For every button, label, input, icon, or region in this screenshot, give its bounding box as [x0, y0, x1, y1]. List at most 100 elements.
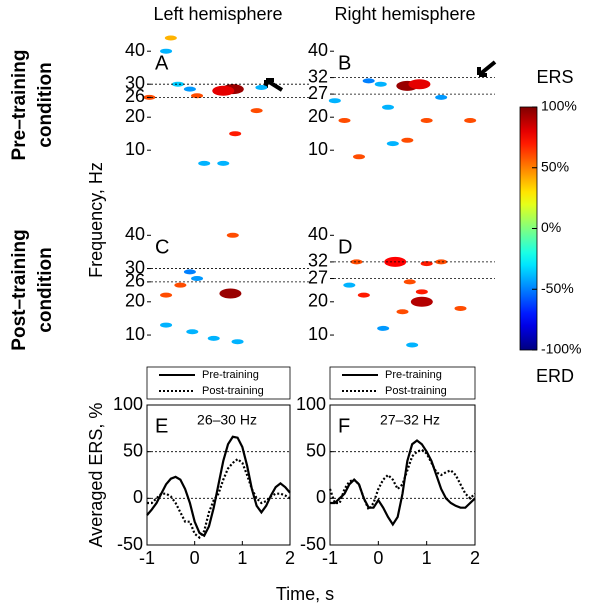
ers-blob [186, 329, 199, 335]
ers-blob [408, 79, 431, 90]
x-tick-label: 0 [373, 548, 383, 568]
ers-blob [401, 137, 414, 143]
ers-blob [396, 309, 409, 315]
ers-blob [198, 160, 211, 166]
row-label-line: condition [35, 247, 56, 332]
ers-blob [191, 276, 204, 282]
y-tick-label: 50 [123, 440, 143, 460]
colorbar-tick-label: 100% [541, 98, 577, 114]
ers-blob [219, 288, 242, 299]
row-label-line: Pre–training [9, 50, 30, 161]
y-tick-label: 10 [308, 324, 328, 344]
ers-blob [415, 289, 428, 295]
y-tick-label: 26 [125, 86, 145, 106]
ers-blob [250, 108, 263, 114]
panel-label: D [338, 236, 352, 258]
ers-blob [357, 292, 370, 298]
y-tick-label: 10 [125, 139, 145, 159]
ers-blob [406, 342, 419, 348]
colorbar-tick-label: 0% [541, 219, 561, 235]
y-tick-label: 0 [133, 487, 143, 507]
colorbar-top-label: ERS [536, 67, 573, 87]
ers-blob [160, 322, 173, 328]
y-tick-label: 100 [113, 394, 143, 414]
series-line [328, 448, 476, 512]
row-label-line: Post–training [9, 229, 30, 350]
ers-blob [410, 296, 433, 307]
y-tick-label: -50 [117, 534, 143, 554]
panel-label: B [338, 52, 351, 74]
legend [146, 366, 291, 400]
ers-blob [343, 282, 356, 288]
panel-label: F [338, 415, 350, 437]
colorbar-bottom-label: ERD [536, 366, 574, 386]
ers-blob [403, 279, 416, 285]
legend-label: Pre-training [202, 369, 259, 381]
panel-label: A [155, 52, 169, 74]
band-label: 27–32 Hz [380, 412, 440, 428]
ers-blob [377, 325, 390, 331]
y-tick-label: 20 [308, 291, 328, 311]
legend [329, 366, 476, 400]
legend-label: Post-training [385, 385, 447, 397]
y-tick-label: 40 [308, 40, 328, 60]
ers-blob [435, 94, 448, 100]
y-tick-label: 20 [308, 106, 328, 126]
y-tick-label: 30 [125, 257, 145, 277]
ers-blob [362, 78, 375, 84]
panel-label: E [155, 415, 168, 437]
y-axis-label: Averaged ERS, % [86, 403, 106, 548]
plot-frame [329, 404, 476, 546]
ers-blob [183, 269, 196, 275]
ers-blob [374, 81, 387, 87]
ers-blob [217, 160, 230, 166]
ers-blob [420, 261, 433, 267]
colorbar-tick-label: -50% [541, 280, 574, 296]
y-tick-label: 40 [125, 224, 145, 244]
row-label: Pre–training condition [9, 50, 56, 161]
y-tick-label: 0 [316, 487, 326, 507]
y-tick-label: 10 [125, 324, 145, 344]
ers-blob [353, 154, 365, 160]
ers-blob [171, 81, 184, 87]
ers-blob [454, 305, 467, 311]
ers-blob [174, 282, 187, 288]
column-title: Right hemisphere [334, 4, 475, 24]
ers-blob [386, 141, 399, 147]
y-tick-label: 40 [308, 224, 328, 244]
y-axis-label: Frequency, Hz [86, 162, 106, 278]
ers-blob [207, 335, 220, 341]
y-tick-label: 20 [125, 106, 145, 126]
ers-blob [160, 48, 173, 54]
ers-blob [328, 98, 341, 104]
ers-blob [212, 85, 235, 96]
ers-blob [255, 85, 268, 90]
y-tick-label: 26 [125, 271, 145, 291]
plot-frame [146, 404, 291, 546]
y-tick-label: 40 [125, 40, 145, 60]
arrow [264, 78, 284, 92]
ers-blob [160, 292, 173, 298]
y-tick-label: 50 [306, 440, 326, 460]
panel-label: C [155, 236, 169, 258]
row-label-line: condition [35, 62, 56, 147]
ers-blob [229, 131, 242, 137]
y-tick-label: 32 [308, 66, 328, 86]
ers-blob [420, 118, 433, 123]
y-tick-label: 100 [296, 394, 326, 414]
ers-blob [226, 232, 239, 238]
arrow [477, 60, 497, 77]
y-tick-label: 30 [125, 73, 145, 93]
y-tick-label: -50 [300, 534, 326, 554]
series-line [147, 457, 291, 540]
ers-blob [382, 104, 394, 110]
ers-blob [183, 86, 196, 92]
x-tick-label: -1 [322, 548, 338, 568]
column-title: Left hemisphere [153, 4, 282, 24]
x-tick-label: -1 [139, 548, 155, 568]
x-tick-label: 2 [285, 548, 295, 568]
colorbar-tick-label: -100% [541, 341, 581, 357]
ers-blob [338, 118, 351, 123]
ers-blob [231, 339, 244, 345]
band-label: 26–30 Hz [197, 412, 257, 428]
